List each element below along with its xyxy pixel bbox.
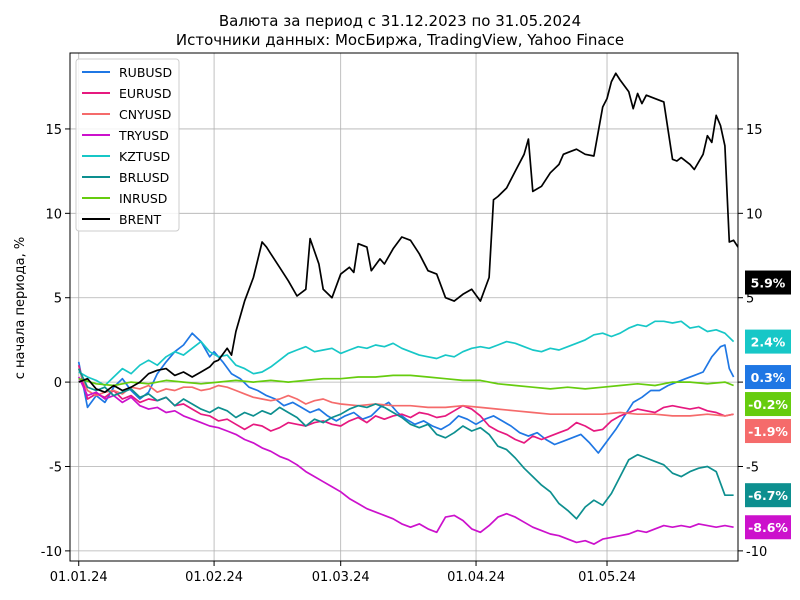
legend-label-kztusd: KZTUSD: [119, 149, 170, 164]
legend-label-eurusd: EURUSD: [119, 86, 171, 101]
end-label-brlusd: -6.7%: [748, 488, 788, 503]
end-value-labels: 5.9% 2.4% 0.3% -0.2% -1.9% -6.7% -8.6%: [745, 270, 791, 540]
y-tick-label-left-2: 0: [54, 376, 62, 391]
x-tick-label-0: 01.01.24: [50, 570, 108, 585]
chart-title-line2: Источники данных: МосБиржа, TradingView,…: [176, 31, 624, 49]
end-label-box-kztusd: [745, 329, 791, 354]
plot-frame: [69, 52, 739, 562]
series-group: [77, 72, 738, 545]
end-label-box-brent: [745, 270, 791, 295]
series-line-kztusd: [78, 320, 735, 387]
legend-label-cnyusd: CNYUSD: [119, 107, 171, 122]
y-axis-label: с начала периода, %: [13, 237, 28, 380]
y-tick-label-right-3: 5: [746, 292, 754, 307]
y-tick-label-left-5: 15: [45, 123, 62, 138]
end-label-box-cnyusd: [745, 419, 791, 444]
series-line-rubusd: [77, 332, 735, 454]
end-label-kztusd: 2.4%: [751, 335, 786, 350]
y-tick-label-left-1: -5: [49, 460, 62, 475]
end-label-box-rubusd: [745, 365, 791, 390]
y-tick-label-right-1: -5: [746, 460, 759, 475]
series-line-inrusd: [78, 374, 734, 390]
legend-label-brent: BRENT: [119, 212, 162, 227]
end-label-box-brlusd: [745, 483, 791, 508]
y-tick-label-left-3: 5: [54, 292, 62, 307]
series-line-eurusd: [77, 364, 734, 444]
axis-ticks: 01.01.24 01.02.24 01.03.24 01.04.24 01.05.24…: [41, 123, 767, 585]
end-label-box-inrusd: [745, 392, 791, 417]
legend-label-rubusd: RUBUSD: [119, 65, 172, 80]
y-tick-label-right-0: -10: [746, 545, 767, 560]
y-tick-label-left-4: 10: [45, 207, 62, 222]
x-tick-label-3: 01.04.24: [447, 570, 505, 585]
series-line-brlusd: [77, 368, 734, 520]
chart-title-line1: Валюта за период с 31.12.2023 по 31.05.2…: [219, 12, 581, 30]
series-line-tryusd: [77, 376, 734, 545]
end-label-rubusd: 0.3%: [751, 370, 786, 385]
end-label-brent: 5.9%: [751, 276, 786, 291]
end-label-inrusd: -0.2%: [748, 397, 788, 412]
x-tick-label-2: 01.03.24: [312, 570, 370, 585]
legend-box: [75, 58, 180, 232]
legend: RUBUSD EURUSD CNYUSD TRYUSD KZTUSD BRLUSD INRU…: [75, 58, 180, 232]
legend-label-inrusd: INRUSD: [119, 191, 167, 206]
x-tick-label-4: 01.05.24: [578, 570, 636, 585]
legend-label-brlusd: BRLUSD: [119, 170, 169, 185]
legend-label-tryusd: TRYUSD: [118, 128, 169, 143]
end-label-tryusd: -8.6%: [748, 520, 788, 535]
series-line-cnyusd: [77, 368, 734, 417]
end-label-cnyusd: -1.9%: [748, 424, 788, 439]
y-tick-label-left-0: -10: [41, 545, 62, 560]
end-label-box-tryusd: [745, 515, 791, 540]
y-tick-label-right-5: 15: [746, 123, 763, 138]
x-tick-label-1: 01.02.24: [185, 570, 243, 585]
y-tick-label-right-4: 10: [746, 207, 763, 222]
series-line-brent: [78, 72, 738, 394]
